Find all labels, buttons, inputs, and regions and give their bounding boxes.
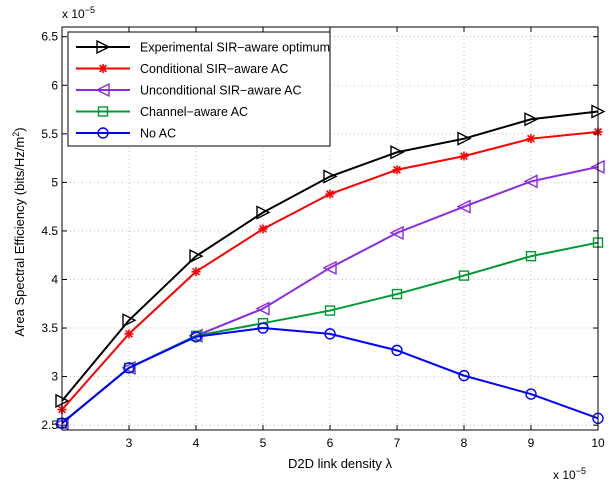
y-tick-label: 2.5 (41, 418, 58, 432)
series-line (61, 110, 599, 402)
x-axis-label: D2D link density λ (288, 456, 393, 471)
data-point (96, 39, 111, 55)
legend-label: Conditional SIR−aware AC (140, 62, 288, 76)
x-tick-label: 4 (193, 436, 200, 450)
data-point (525, 250, 537, 262)
x-tick-label: 3 (126, 436, 133, 450)
data-point (458, 270, 470, 281)
x-tick-label: 10 (591, 436, 605, 450)
y-tick-label: 3.5 (41, 321, 58, 335)
data-point (325, 189, 335, 199)
data-point (123, 362, 135, 374)
legend-label: Channel−aware AC (140, 105, 248, 119)
data-point (457, 131, 472, 146)
data-point (459, 151, 469, 161)
data-point (190, 331, 202, 343)
legend-label: Unconditional SIR−aware AC (140, 84, 302, 98)
legend-label: No AC (140, 127, 176, 141)
legend-label: Experimental SIR−aware optimum (140, 41, 330, 55)
y-tick-label: 5 (51, 175, 58, 189)
data-point (324, 328, 336, 340)
legend-entry: Channel−aware AC (76, 105, 248, 119)
data-point (391, 288, 403, 300)
y-tick-label: 5.5 (41, 127, 58, 141)
data-point (391, 344, 403, 357)
x-tick-label: 6 (327, 436, 334, 450)
data-point (191, 267, 201, 277)
data-point (525, 388, 537, 400)
legend-entry: Unconditional SIR−aware AC (76, 82, 302, 98)
data-point (95, 82, 110, 98)
data-point (322, 260, 337, 275)
y-tick-label: 4 (51, 272, 58, 286)
y-axis-label: Area Spectral Efficiency (bits/Hz/m2) (11, 127, 27, 336)
data-point (523, 174, 538, 189)
data-point (97, 127, 109, 139)
series-asterisk (57, 127, 603, 415)
data-point (258, 224, 268, 234)
legend: Experimental SIR−aware optimum Conditiona… (67, 31, 331, 147)
data-point (389, 225, 404, 241)
data-point (524, 112, 539, 127)
data-point (458, 369, 470, 382)
plot-series (54, 104, 606, 431)
series-line (61, 327, 599, 424)
data-point (256, 205, 271, 220)
y-tick-label: 6.5 (41, 30, 58, 44)
x-tick-label: 7 (394, 436, 401, 450)
data-point (257, 322, 269, 334)
data-point (121, 360, 136, 375)
x-tick-label: 5 (260, 436, 267, 450)
x-tick-label: 9 (528, 436, 535, 450)
x-multiplier: x 10−5 (553, 466, 586, 482)
x-tick-label: 8 (461, 436, 468, 450)
data-point (255, 301, 270, 316)
data-point (526, 134, 536, 144)
y-tick-label: 3 (51, 370, 58, 384)
data-point (124, 329, 134, 339)
y-multiplier: x 10−5 (62, 5, 95, 21)
data-point (98, 64, 108, 73)
y-tick-label: 4.5 (41, 224, 58, 238)
data-point (392, 165, 402, 175)
axis-ticks: 3 4 5 6 7 8 9 10 2.5 3 3.5 4 4.5 5 5.5 6 6.5 (41, 27, 605, 450)
data-point (323, 169, 338, 184)
legend-entry: Experimental SIR−aware optimum (76, 39, 330, 55)
data-point (122, 313, 137, 328)
series-triangle-right (55, 104, 606, 409)
legend-entry: No AC (76, 127, 176, 141)
data-point (97, 106, 109, 117)
legend-entry: Conditional SIR−aware AC (76, 62, 288, 76)
y-tick-label: 6 (51, 78, 58, 92)
data-point (324, 305, 336, 316)
data-point (189, 249, 204, 264)
data-point (390, 145, 405, 160)
data-point (456, 199, 471, 214)
